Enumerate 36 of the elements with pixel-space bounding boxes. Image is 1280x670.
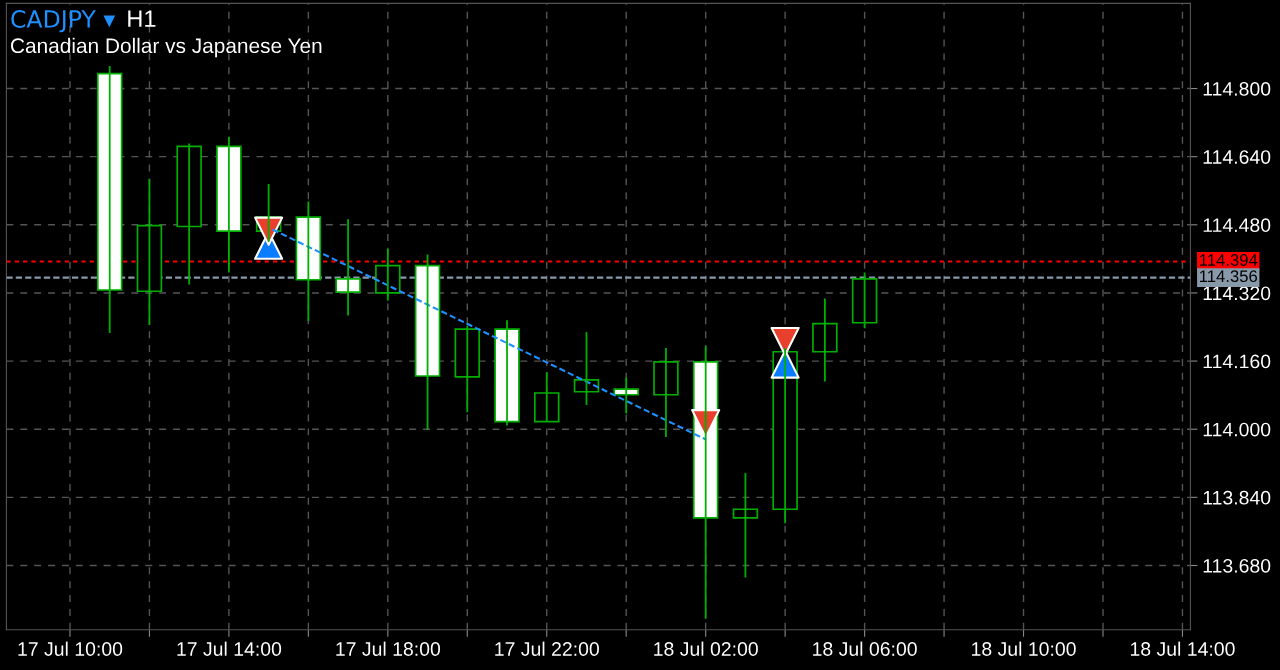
- y-tick-label: 114.640: [1203, 150, 1271, 164]
- candlestick: [335, 218, 361, 317]
- text: Canadian Dollar vs Japanese Yen: [11, 37, 322, 58]
- y-tick-label: 114.800: [1203, 81, 1271, 96]
- candlestick: [653, 346, 679, 438]
- x-tick-label: 18 Jul 10:00: [972, 641, 1076, 656]
- candlestick: [533, 371, 560, 423]
- x-tick-label: 18 Jul 02:00: [654, 641, 758, 656]
- y-tick-label: 113.840: [1203, 490, 1271, 505]
- annotation: H1: [128, 10, 156, 27]
- candlestick: [414, 253, 441, 431]
- candlestick: [136, 178, 163, 326]
- ref-line-label: 114.394: [1200, 254, 1258, 266]
- candlestick: [851, 271, 878, 330]
- y-tick-label: 113.680: [1203, 558, 1271, 573]
- candlestick: [573, 331, 600, 406]
- x-tick-label: 17 Jul 18:00: [336, 641, 441, 656]
- x-tick-label: 17 Jul 22:00: [495, 641, 599, 656]
- candlestick: [176, 142, 202, 286]
- candlestick: [613, 376, 639, 415]
- y-tick-label: 114.160: [1203, 354, 1271, 369]
- candlestick: [494, 319, 520, 427]
- x-tick-label: 18 Jul 14:00: [1130, 641, 1235, 656]
- candlestick: [812, 297, 838, 383]
- candlestick: [216, 136, 242, 274]
- y-tick-label: 114.320: [1203, 286, 1271, 301]
- x-tick-label: 17 Jul 14:00: [177, 641, 282, 656]
- x-tick-label: 18 Jul 06:00: [813, 641, 917, 656]
- candlestick: [454, 324, 481, 414]
- y-tick-label: 114.000: [1203, 422, 1271, 437]
- chart-title: CADJPY ▾: [11, 10, 116, 33]
- candlestick: [96, 65, 123, 334]
- y-tick-label: 114.480: [1203, 218, 1271, 233]
- x-tick-label: 17 Jul 10:00: [18, 641, 123, 656]
- ref-line-label: 114.356: [1200, 270, 1258, 283]
- candlestick: [732, 472, 759, 579]
